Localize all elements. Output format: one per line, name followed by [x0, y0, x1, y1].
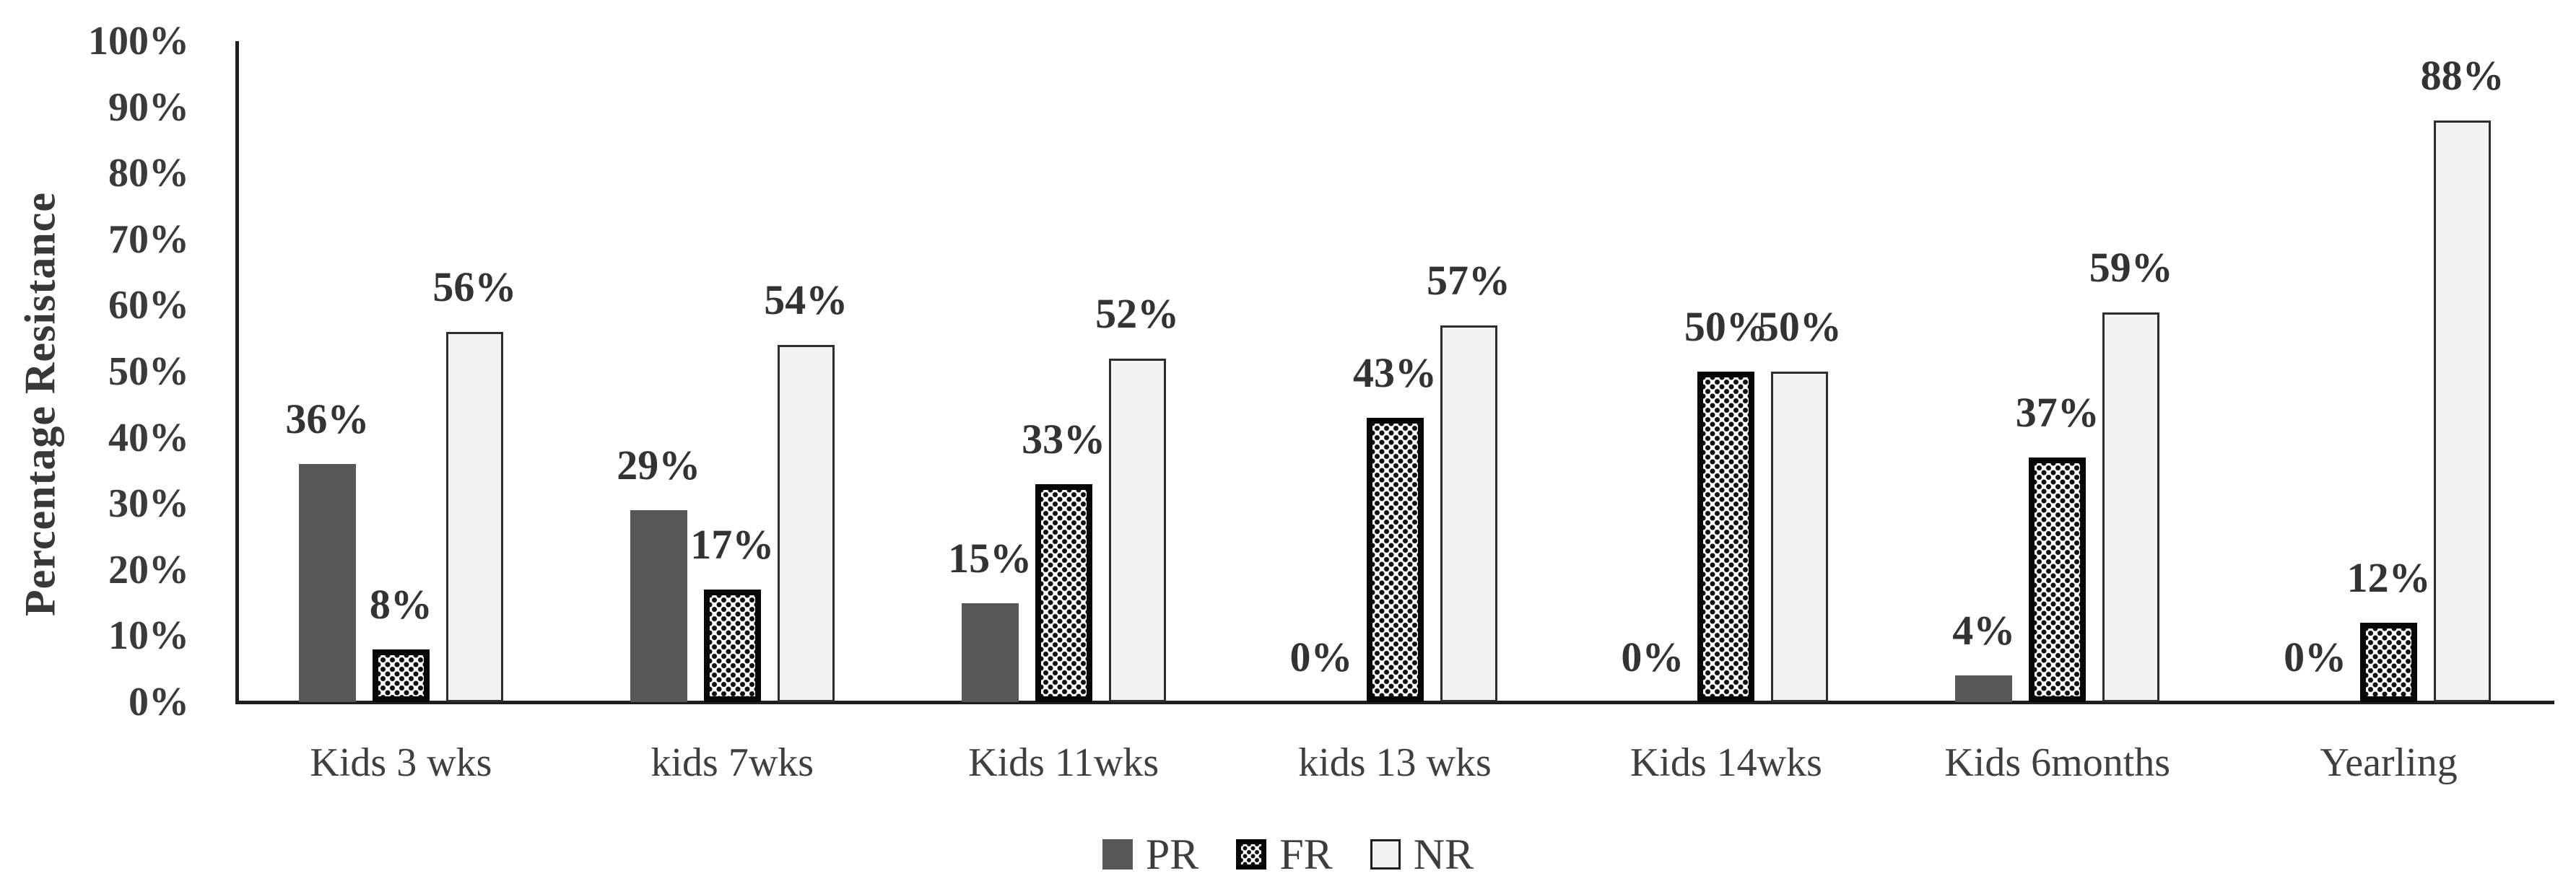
x-category-label-1: Kids 3 wks [310, 740, 492, 785]
y-tick-label-80: 80% [108, 151, 189, 196]
y-tick-label-40: 40% [108, 415, 189, 460]
legend-swatch-pr [1102, 839, 1133, 870]
value-label-nr-7: 88% [2420, 51, 2505, 99]
legend-label-fr: FR [1279, 831, 1333, 878]
x-category-label-7: Yearling [2320, 740, 2458, 785]
bar-fr-1 [372, 649, 430, 702]
bar-fr-2 [703, 590, 761, 702]
value-label-fr-2: 17% [690, 521, 775, 569]
bar-fr-3 [1035, 483, 1092, 702]
value-label-pr-1: 36% [285, 395, 370, 443]
bar-nr-3 [1108, 358, 1166, 702]
bar-nr-4 [1440, 325, 1497, 702]
legend-item-pr: PR [1102, 833, 1198, 876]
legend-item-fr: FR [1236, 831, 1333, 878]
value-label-pr-7: 0% [2284, 634, 2347, 680]
bar-pr-3 [961, 603, 1019, 702]
bar-nr-5 [1771, 372, 1829, 702]
legend-label-nr: NR [1413, 831, 1474, 878]
bar-fr-4 [1366, 418, 1424, 702]
bar-pr-1 [298, 464, 356, 702]
value-label-pr-2: 29% [617, 442, 701, 489]
value-label-nr-2: 54% [764, 276, 848, 324]
bar-nr-2 [777, 345, 835, 702]
y-tick-label-70: 70% [108, 216, 189, 262]
bar-nr-1 [445, 332, 503, 702]
x-category-label-5: Kids 14wks [1629, 740, 1822, 785]
y-tick-label-10: 10% [108, 613, 189, 659]
value-label-fr-3: 33% [1022, 415, 1106, 463]
legend-item-nr: NR [1370, 833, 1474, 876]
value-label-fr-1: 8% [369, 580, 432, 628]
value-label-nr-6: 59% [2089, 243, 2173, 291]
bar-nr-7 [2434, 120, 2492, 702]
x-axis-line [235, 701, 2554, 704]
value-label-fr-6: 37% [2015, 389, 2099, 437]
y-tick-label-100: 100% [88, 19, 189, 64]
x-category-label-6: Kids 6months [1944, 740, 2171, 785]
bar-nr-6 [2102, 312, 2160, 702]
value-label-pr-3: 15% [948, 534, 1032, 582]
value-label-pr-6: 4% [1952, 607, 2016, 654]
value-label-fr-4: 43% [1353, 349, 1437, 397]
bar-fr-5 [1697, 372, 1755, 702]
legend-label-pr: PR [1145, 831, 1199, 878]
x-category-label-2: kids 7wks [650, 740, 814, 785]
value-label-pr-4: 0% [1289, 634, 1353, 680]
bar-fr-7 [2360, 623, 2418, 702]
bar-pr-6 [1955, 675, 2013, 702]
y-axis-line [235, 41, 239, 704]
legend: PR FR NR [0, 828, 2576, 880]
y-tick-label-90: 90% [108, 84, 189, 130]
bar-pr-2 [630, 510, 687, 702]
value-label-fr-5: 50% [1684, 303, 1768, 350]
value-label-pr-5: 0% [1621, 634, 1684, 680]
y-tick-label-50: 50% [108, 349, 189, 394]
value-label-fr-7: 12% [2346, 554, 2431, 602]
legend-swatch-fr [1236, 839, 1267, 870]
value-label-nr-1: 56% [432, 263, 517, 311]
value-label-nr-5: 50% [1757, 303, 1842, 350]
x-category-label-4: kids 13 wks [1298, 740, 1492, 785]
y-tick-label-30: 30% [108, 481, 189, 527]
y-tick-label-20: 20% [108, 547, 189, 592]
legend-swatch-nr [1370, 839, 1401, 870]
bar-fr-6 [2029, 457, 2087, 702]
value-label-nr-3: 52% [1095, 289, 1180, 337]
y-tick-label-60: 60% [108, 283, 189, 328]
x-category-label-3: Kids 11wks [968, 740, 1159, 785]
y-tick-label-0: 0% [129, 680, 189, 724]
value-label-nr-4: 57% [1427, 256, 1510, 304]
